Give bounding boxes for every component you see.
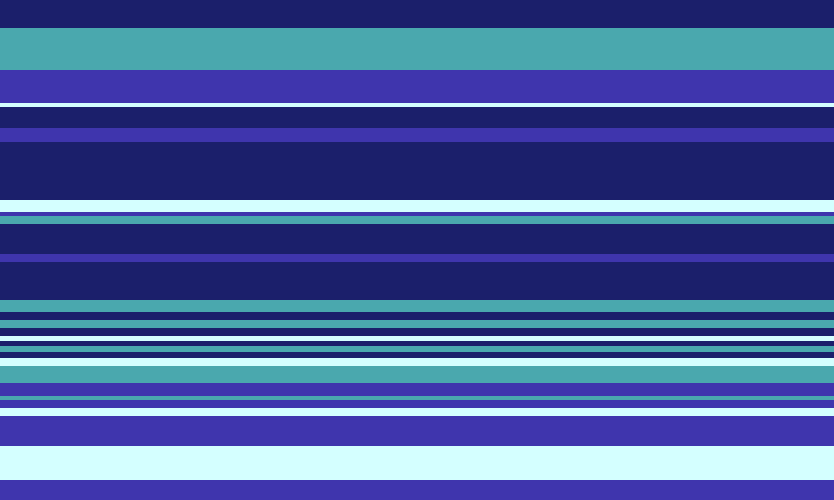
stripe [0, 366, 834, 383]
stripe [0, 416, 834, 446]
stripe [0, 396, 834, 400]
stripe [0, 0, 834, 28]
stripe [0, 383, 834, 396]
stripe [0, 128, 834, 142]
stripe [0, 341, 834, 346]
stripe [0, 358, 834, 366]
stripe [0, 300, 834, 312]
stripe [0, 352, 834, 358]
stripe [0, 107, 834, 128]
stripe [0, 320, 834, 328]
stripe [0, 480, 834, 500]
stripe [0, 224, 834, 254]
stripe [0, 336, 834, 341]
stripe [0, 212, 834, 216]
stripe [0, 70, 834, 103]
stripe [0, 254, 834, 262]
stripe [0, 328, 834, 336]
stripe [0, 103, 834, 107]
stripe [0, 346, 834, 352]
stripe [0, 408, 834, 416]
stripe [0, 200, 834, 212]
stripe [0, 142, 834, 200]
stripe [0, 400, 834, 408]
stripe [0, 312, 834, 320]
stripe [0, 262, 834, 300]
stripe [0, 446, 834, 480]
stripe [0, 216, 834, 224]
stripe [0, 28, 834, 70]
